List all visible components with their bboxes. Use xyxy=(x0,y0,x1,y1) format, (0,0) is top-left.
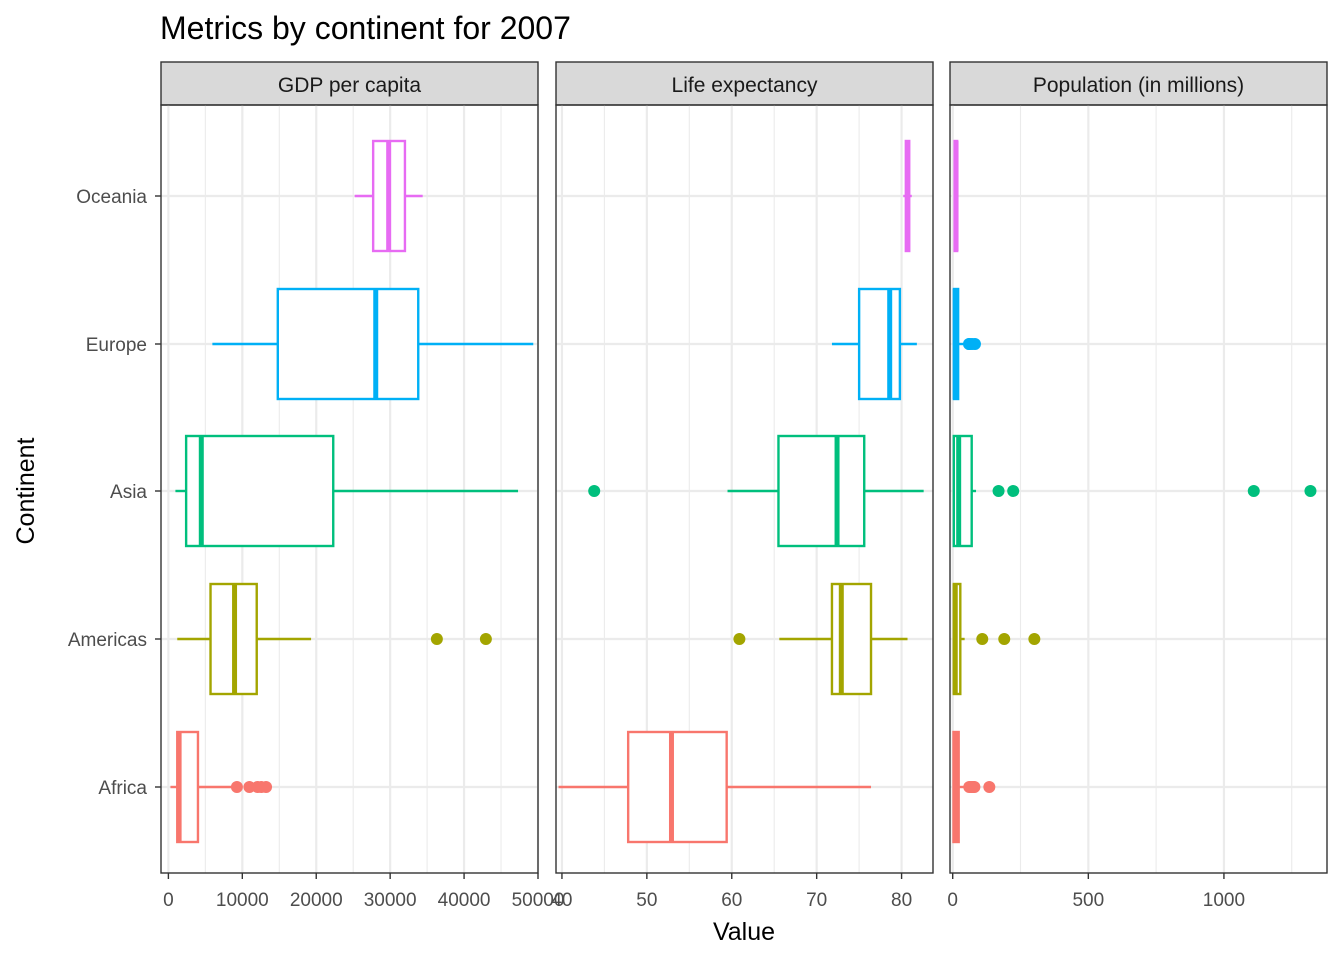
box-asia xyxy=(588,434,924,548)
x-tick-label: 1000 xyxy=(1203,890,1245,911)
box-oceania xyxy=(354,139,423,253)
box-europe xyxy=(952,287,981,401)
y-tick-label: Africa xyxy=(98,778,147,799)
panel-1: Life expectancy 40 50 60 70 80 xyxy=(551,61,934,911)
x-tick-label: 70 xyxy=(806,890,827,911)
x-tick-label: 40 xyxy=(551,890,572,911)
x-tick-label: 10000 xyxy=(216,890,269,911)
panel-strip-label: GDP per capita xyxy=(278,74,422,97)
outlier-point xyxy=(260,781,273,793)
outlier-point xyxy=(992,485,1005,497)
x-tick-label: 60 xyxy=(721,890,742,911)
x-tick-label: 0 xyxy=(163,890,174,911)
outlier-point xyxy=(1028,633,1041,645)
panel-strip xyxy=(160,61,539,106)
panel-2: Population (in millions) 0 500 1000 xyxy=(947,61,1328,911)
outlier-point xyxy=(1247,485,1260,497)
panel-strip-label: Life expectancy xyxy=(672,74,818,97)
panel-border xyxy=(555,104,934,874)
box-asia xyxy=(175,434,519,548)
box-americas xyxy=(733,582,908,696)
outlier-point xyxy=(968,338,981,350)
y-axis-title: Continent xyxy=(12,437,40,544)
y-tick-label: Oceania xyxy=(76,187,147,208)
x-axis-title: Value xyxy=(713,918,775,946)
box-iqr xyxy=(777,434,866,548)
panel-border xyxy=(949,104,1328,874)
outlier-point xyxy=(968,781,981,793)
outlier-point xyxy=(479,633,492,645)
box-oceania xyxy=(903,139,912,253)
x-tick-label: 30000 xyxy=(364,890,417,911)
outlier-point xyxy=(430,633,443,645)
box-europe xyxy=(212,287,534,401)
x-tick-label: 80 xyxy=(891,890,912,911)
outlier-point xyxy=(983,781,996,793)
box-europe xyxy=(831,287,917,401)
outlier-point xyxy=(976,633,989,645)
box-americas xyxy=(952,582,1041,696)
panel-strip xyxy=(949,61,1328,106)
outlier-point xyxy=(1304,485,1317,497)
box-africa xyxy=(170,730,273,844)
y-tick-label: Americas xyxy=(68,630,147,651)
box-iqr xyxy=(276,287,420,401)
panel-border xyxy=(160,104,539,874)
outlier-point xyxy=(998,633,1011,645)
x-tick-label: 40000 xyxy=(438,890,491,911)
box-iqr xyxy=(857,287,902,401)
outlier-point xyxy=(588,485,601,497)
chart-title: Metrics by continent for 2007 xyxy=(160,10,571,46)
box-oceania xyxy=(953,139,959,253)
box-africa xyxy=(558,730,872,844)
x-tick-label: 20000 xyxy=(290,890,343,911)
box-iqr xyxy=(626,730,728,844)
box-iqr xyxy=(184,434,335,548)
panel-0: GDP per capita 0 10000 20000 30000 40000 50000… xyxy=(68,61,565,911)
outlier-point xyxy=(733,633,746,645)
x-tick-label: 500 xyxy=(1072,890,1104,911)
x-tick-label: 50 xyxy=(636,890,657,911)
y-tick-label: Europe xyxy=(86,335,147,356)
y-tick-label: Asia xyxy=(110,482,147,503)
box-africa xyxy=(952,730,996,844)
box-iqr xyxy=(830,582,873,696)
panel-strip xyxy=(555,61,934,106)
x-tick-label: 0 xyxy=(947,890,958,911)
panel-strip-label: Population (in millions) xyxy=(1033,74,1244,97)
outlier-point xyxy=(230,781,243,793)
outlier-point xyxy=(1007,485,1020,497)
x-tick-label: 50000 xyxy=(512,890,565,911)
box-americas xyxy=(177,582,492,696)
box-asia xyxy=(952,434,1317,548)
